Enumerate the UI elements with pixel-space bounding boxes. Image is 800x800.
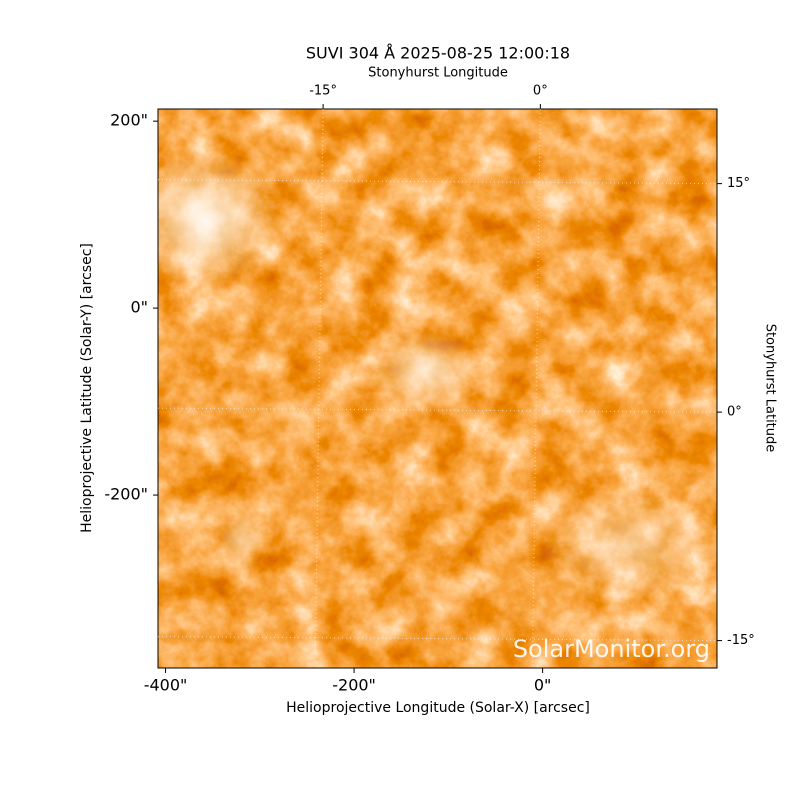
solar-image <box>158 109 717 668</box>
x2-tick-label: -15° <box>309 84 337 99</box>
y2-axis-label: Stonyhurst Latitude <box>763 324 778 453</box>
x-tick-label: -400" <box>144 676 188 695</box>
y-tick-label: 0" <box>130 298 148 317</box>
y-tick-label: 200" <box>110 111 148 130</box>
y-tick-label: -200" <box>104 485 148 504</box>
y2-tick-label: 15° <box>727 176 750 191</box>
y2-tick-label: 0° <box>727 405 742 420</box>
x2-tick-label: 0° <box>533 84 548 99</box>
watermark: SolarMonitor.org <box>513 635 710 663</box>
y2-tick-label: -15° <box>727 633 755 648</box>
chart-title: SUVI 304 Å 2025-08-25 12:00:18 <box>306 44 570 63</box>
y-axis-label: Helioprojective Latitude (Solar-Y) [arcs… <box>79 243 95 533</box>
plot-frame <box>157 108 718 669</box>
x-axis-label: Helioprojective Longitude (Solar-X) [arc… <box>286 700 590 716</box>
x-tick-label: -200" <box>332 676 376 695</box>
x-tick-label: 0" <box>534 676 552 695</box>
x2-axis-label: Stonyhurst Longitude <box>368 66 508 81</box>
